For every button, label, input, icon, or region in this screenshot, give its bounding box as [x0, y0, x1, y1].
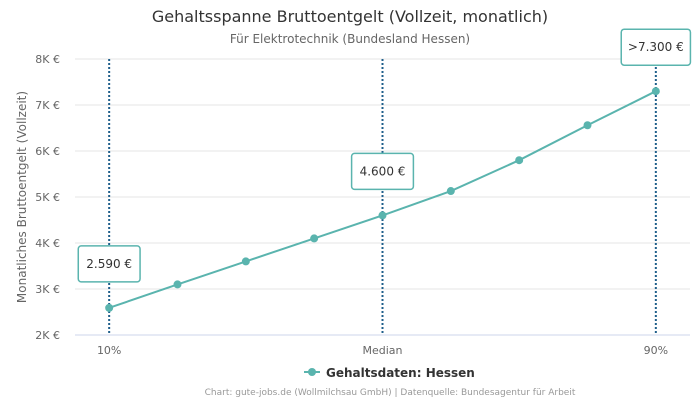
value-callout: 4.600 €	[350, 152, 415, 191]
y-axis-ticks: 2K € 3K € 4K € 5K € 6K € 7K € 8K €	[35, 53, 60, 342]
callout-box	[620, 28, 692, 66]
x-tick-label: 10%	[97, 344, 121, 357]
y-tick-label: 4K €	[35, 237, 60, 250]
data-point[interactable]	[310, 234, 319, 243]
y-tick-label: 5K €	[35, 191, 60, 204]
data-point[interactable]	[651, 87, 660, 96]
y-tick-label: 3K €	[35, 283, 60, 296]
callout-label: 2.590 €	[86, 257, 132, 271]
chart-credits[interactable]: Chart: gute-jobs.de (Wollmilchsau GmbH) …	[205, 388, 576, 398]
percentile-reference-lines	[108, 59, 657, 335]
value-callout: 2.590 €	[77, 245, 141, 283]
data-point[interactable]	[173, 280, 182, 289]
callout-label: >7.300 €	[628, 40, 684, 54]
y-tick-label: 7K €	[35, 99, 60, 112]
series-hessen	[105, 87, 660, 312]
callout-box	[350, 152, 415, 191]
data-point[interactable]	[446, 187, 455, 196]
chart-subtitle: Für Elektrotechnik (Bundesland Hessen)	[230, 32, 470, 46]
data-point[interactable]	[241, 257, 250, 266]
data-point[interactable]	[515, 156, 524, 165]
x-axis-ticks: 10% Median 90%	[97, 344, 668, 357]
y-tick-label: 6K €	[35, 145, 60, 158]
x-tick-label: 90%	[644, 344, 668, 357]
chart-title: Gehaltsspanne Bruttoentgelt (Vollzeit, m…	[152, 7, 548, 26]
callout-label: 4.600 €	[360, 164, 406, 178]
legend[interactable]: Gehaltsdaten: Hessen	[304, 366, 475, 380]
data-point[interactable]	[583, 121, 592, 130]
y-axis-title: Monatliches Bruttoentgelt (Vollzeit)	[15, 91, 29, 303]
data-point[interactable]	[105, 303, 114, 312]
callout-box	[77, 245, 141, 283]
value-callouts: 2.590 € 4.600 € >7.300 €	[77, 28, 692, 283]
y-tick-label: 2K €	[35, 329, 60, 342]
value-callout: >7.300 €	[620, 28, 692, 66]
legend-label: Gehaltsdaten: Hessen	[326, 366, 475, 380]
y-tick-label: 8K €	[35, 53, 60, 66]
data-point[interactable]	[378, 211, 387, 220]
legend-marker-icon	[308, 368, 316, 376]
x-tick-label: Median	[362, 344, 402, 357]
